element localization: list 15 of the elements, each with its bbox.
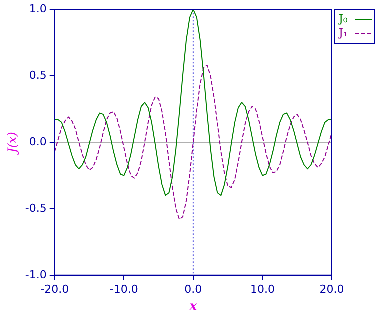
legend-label: J₁ xyxy=(338,26,348,40)
x-tick-label: -10.0 xyxy=(110,282,138,296)
x-tick-label: -20.0 xyxy=(40,282,70,296)
y-tick-label: -1.0 xyxy=(25,268,47,282)
x-tick-label: 0.0 xyxy=(184,282,202,296)
y-axis-title: J(x) xyxy=(5,132,20,156)
y-tick-label: 1.0 xyxy=(29,2,47,16)
y-tick-label: 0.5 xyxy=(29,68,47,82)
y-tick-label: 0.0 xyxy=(29,135,47,148)
line-series xyxy=(54,64,332,220)
x-axis-title: x xyxy=(188,298,198,313)
y-tick-label: -0.5 xyxy=(25,202,47,215)
legend-label: J₀ xyxy=(338,12,348,26)
x-tick-label: 10.0 xyxy=(250,282,275,296)
x-tick-label: 20.0 xyxy=(320,282,344,296)
